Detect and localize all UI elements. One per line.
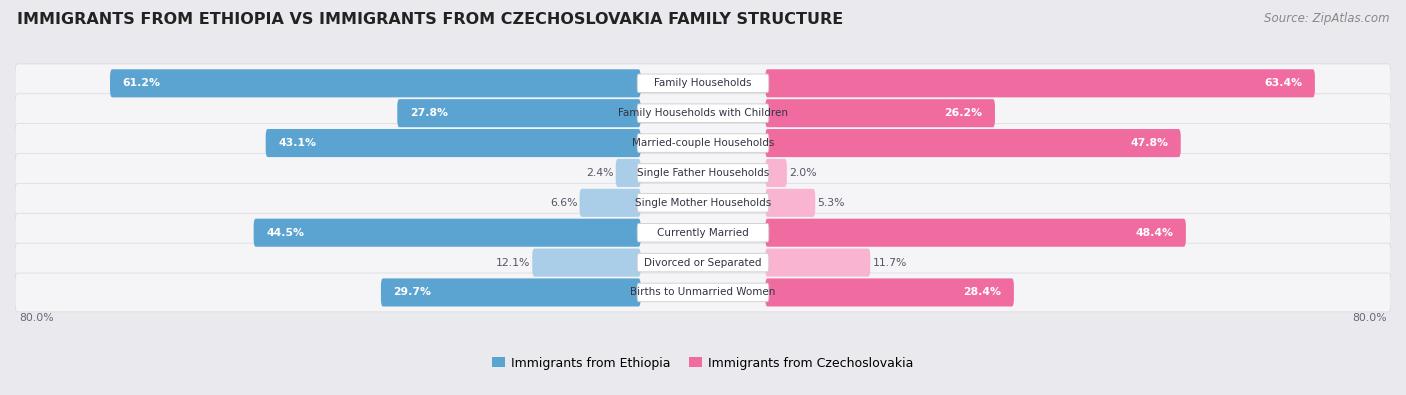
FancyBboxPatch shape xyxy=(579,189,641,217)
FancyBboxPatch shape xyxy=(765,129,1181,157)
FancyBboxPatch shape xyxy=(637,224,769,242)
Text: 29.7%: 29.7% xyxy=(394,288,432,297)
Text: 6.6%: 6.6% xyxy=(550,198,578,208)
Text: Single Father Households: Single Father Households xyxy=(637,168,769,178)
FancyBboxPatch shape xyxy=(637,104,769,122)
FancyBboxPatch shape xyxy=(15,183,1391,222)
Legend: Immigrants from Ethiopia, Immigrants from Czechoslovakia: Immigrants from Ethiopia, Immigrants fro… xyxy=(492,357,914,370)
Text: 2.0%: 2.0% xyxy=(789,168,817,178)
FancyBboxPatch shape xyxy=(15,64,1391,103)
Text: 48.4%: 48.4% xyxy=(1136,228,1174,238)
FancyBboxPatch shape xyxy=(533,248,641,276)
FancyBboxPatch shape xyxy=(15,124,1391,162)
FancyBboxPatch shape xyxy=(637,134,769,152)
Text: 2.4%: 2.4% xyxy=(586,168,613,178)
FancyBboxPatch shape xyxy=(637,283,769,302)
FancyBboxPatch shape xyxy=(765,159,787,187)
FancyBboxPatch shape xyxy=(765,69,1315,97)
Text: 11.7%: 11.7% xyxy=(872,258,907,267)
Text: 28.4%: 28.4% xyxy=(963,288,1001,297)
FancyBboxPatch shape xyxy=(15,243,1391,282)
Text: 47.8%: 47.8% xyxy=(1130,138,1168,148)
FancyBboxPatch shape xyxy=(637,164,769,182)
Text: Family Households with Children: Family Households with Children xyxy=(619,108,787,118)
Text: 44.5%: 44.5% xyxy=(266,228,304,238)
Text: 80.0%: 80.0% xyxy=(1353,313,1386,323)
Text: Married-couple Households: Married-couple Households xyxy=(631,138,775,148)
FancyBboxPatch shape xyxy=(616,159,641,187)
FancyBboxPatch shape xyxy=(15,213,1391,252)
Text: 12.1%: 12.1% xyxy=(496,258,530,267)
FancyBboxPatch shape xyxy=(15,94,1391,133)
Text: 5.3%: 5.3% xyxy=(817,198,845,208)
FancyBboxPatch shape xyxy=(637,253,769,272)
Text: 61.2%: 61.2% xyxy=(122,78,160,88)
Text: Births to Unmarried Women: Births to Unmarried Women xyxy=(630,288,776,297)
Text: 80.0%: 80.0% xyxy=(20,313,53,323)
Text: 63.4%: 63.4% xyxy=(1264,78,1302,88)
FancyBboxPatch shape xyxy=(637,194,769,212)
FancyBboxPatch shape xyxy=(110,69,641,97)
FancyBboxPatch shape xyxy=(253,219,641,247)
FancyBboxPatch shape xyxy=(266,129,641,157)
Text: Divorced or Separated: Divorced or Separated xyxy=(644,258,762,267)
FancyBboxPatch shape xyxy=(15,273,1391,312)
Text: 26.2%: 26.2% xyxy=(945,108,983,118)
FancyBboxPatch shape xyxy=(765,219,1185,247)
FancyBboxPatch shape xyxy=(398,99,641,127)
Text: IMMIGRANTS FROM ETHIOPIA VS IMMIGRANTS FROM CZECHOSLOVAKIA FAMILY STRUCTURE: IMMIGRANTS FROM ETHIOPIA VS IMMIGRANTS F… xyxy=(17,12,844,27)
Text: Family Households: Family Households xyxy=(654,78,752,88)
Text: 43.1%: 43.1% xyxy=(278,138,316,148)
FancyBboxPatch shape xyxy=(637,74,769,92)
FancyBboxPatch shape xyxy=(15,154,1391,192)
FancyBboxPatch shape xyxy=(381,278,641,307)
FancyBboxPatch shape xyxy=(765,189,815,217)
FancyBboxPatch shape xyxy=(765,248,870,276)
Text: Single Mother Households: Single Mother Households xyxy=(636,198,770,208)
FancyBboxPatch shape xyxy=(765,99,995,127)
Text: Currently Married: Currently Married xyxy=(657,228,749,238)
Text: Source: ZipAtlas.com: Source: ZipAtlas.com xyxy=(1264,12,1389,25)
FancyBboxPatch shape xyxy=(765,278,1014,307)
Text: 27.8%: 27.8% xyxy=(409,108,447,118)
